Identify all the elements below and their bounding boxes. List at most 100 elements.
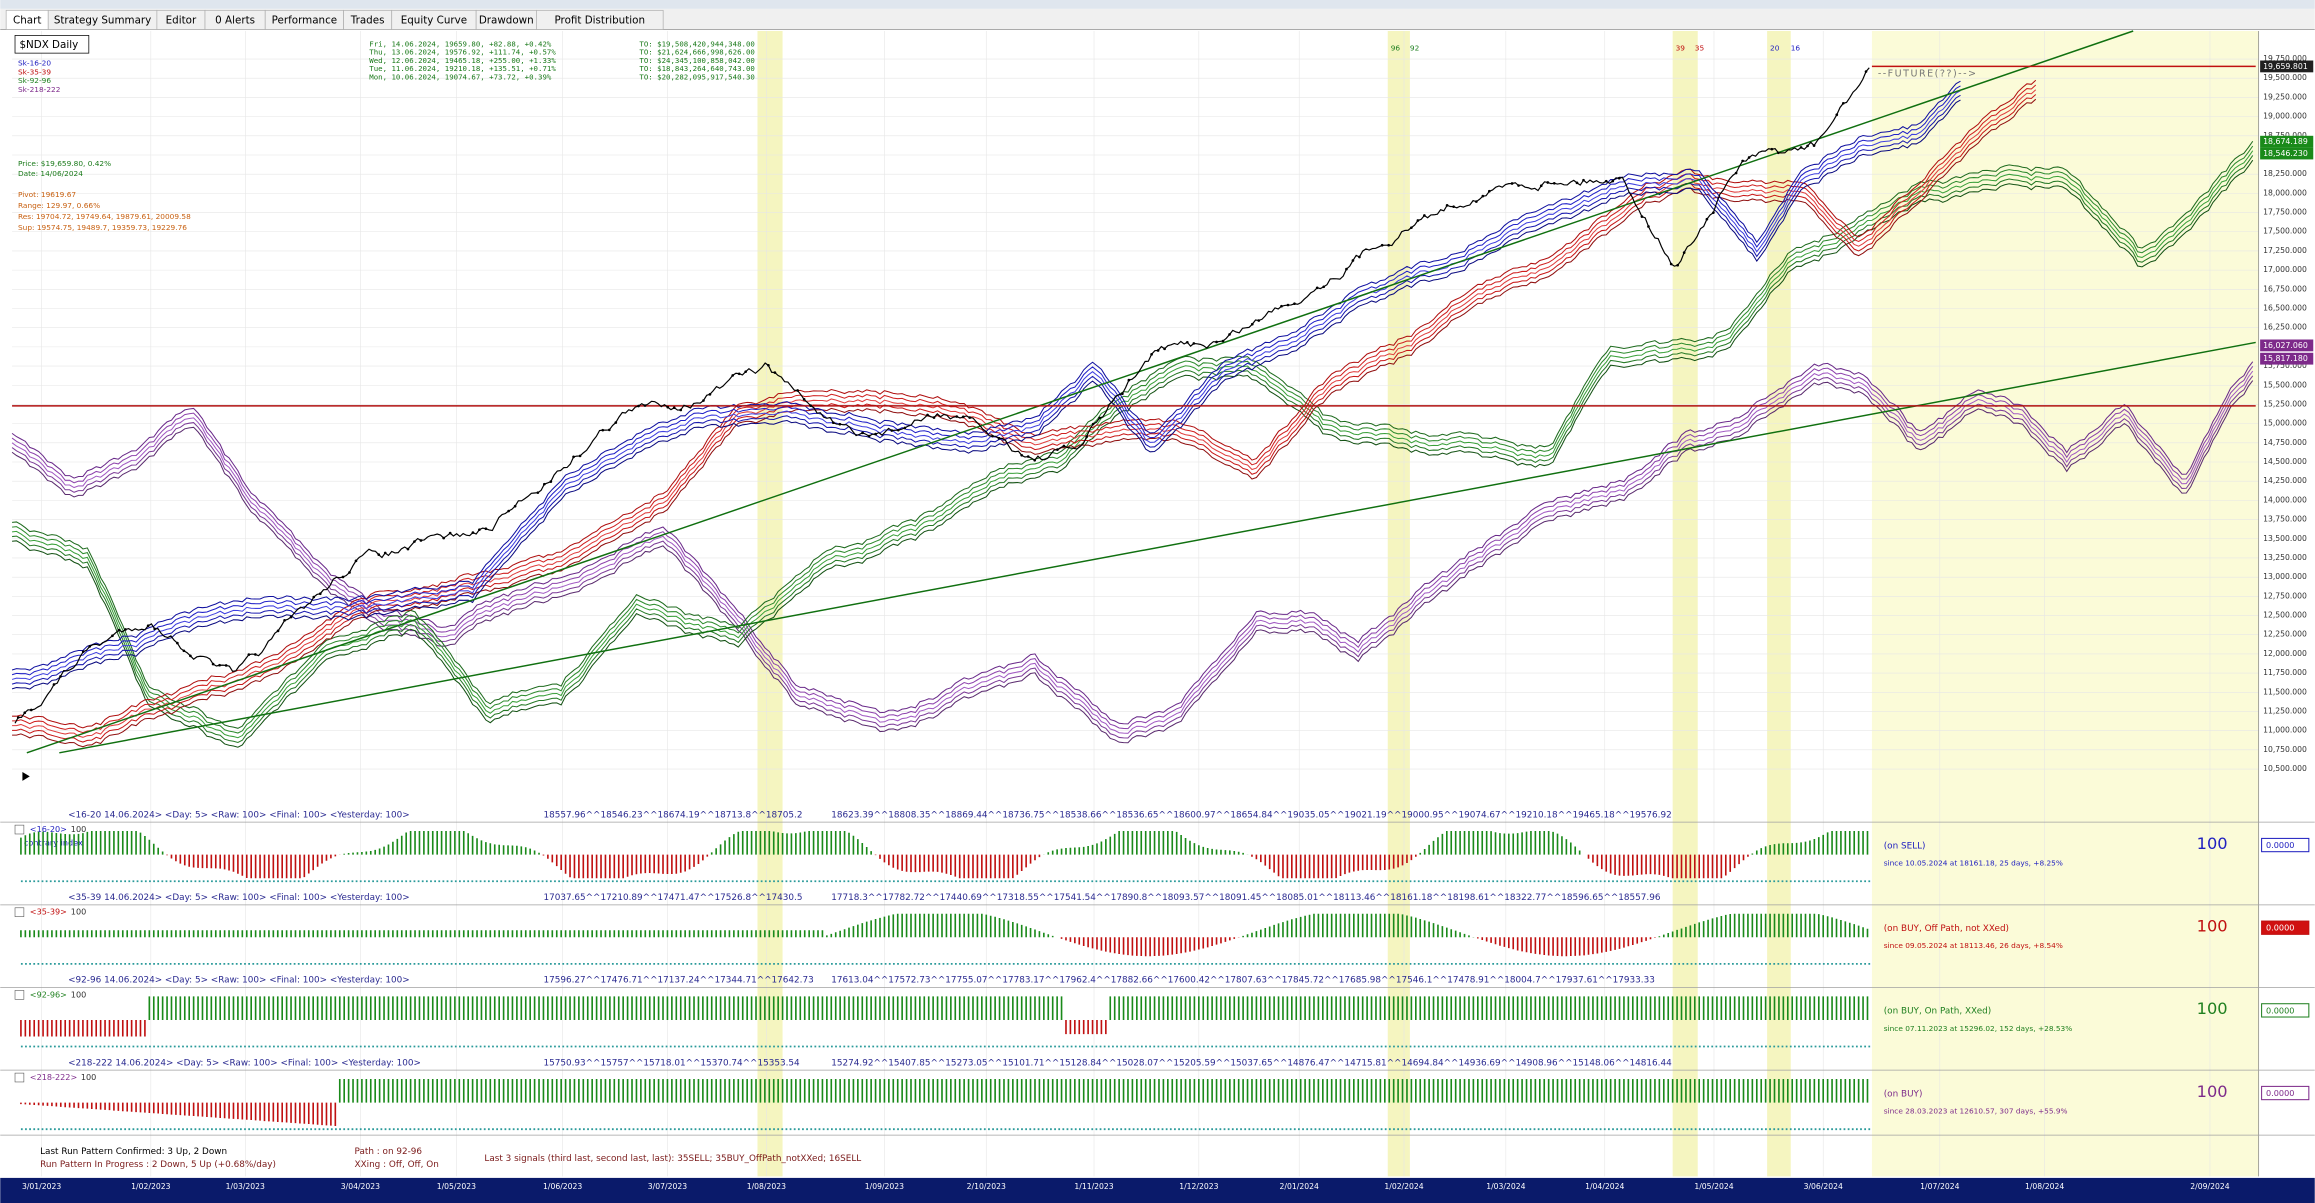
date-label: 2/01/2024 — [1280, 1182, 1319, 1191]
y-axis-label: 12,750.000 — [2263, 591, 2307, 600]
signal-marker: 35 — [1695, 44, 1705, 53]
since: since 10.05.2024 at 18161.18, 25 days, +… — [1884, 859, 2063, 868]
y-axis-label: 14,250.000 — [2263, 476, 2307, 485]
overlay: $NDX Daily Sk-16-20Sk-35-39Sk-92-96Sk-218… — [0, 35, 2315, 1203]
tab-label[interactable]: Drawdown — [479, 14, 534, 26]
y-axis-label: 13,500.000 — [2263, 534, 2307, 543]
value-box — [2261, 1085, 2310, 1101]
collapse-button[interactable] — [14, 907, 25, 917]
value-box-label: 0.0000 — [2266, 840, 2294, 850]
score: 100 — [2197, 916, 2228, 935]
tab-label[interactable]: Editor — [166, 14, 197, 26]
panel-header: <218-222 14.06.2024> <Day: 5> <Raw: 100>… — [68, 1058, 421, 1068]
y-axis-label: 14,500.000 — [2263, 457, 2307, 466]
ribbon-16-20 — [11, 90, 1961, 681]
panel-label: <35-39> — [30, 907, 67, 917]
collapse-button[interactable] — [14, 990, 25, 1000]
tab[interactable] — [535, 9, 664, 30]
panel-values: 17037.65^^17210.89^^17471.47^^17526.8^^1… — [543, 893, 802, 903]
date-label: 1/08/2024 — [2025, 1182, 2064, 1191]
highlight-band — [1672, 30, 1698, 1177]
ribbon-16-20 — [11, 99, 1961, 690]
ribbon-16-20 — [11, 85, 1961, 676]
y-axis-label: 11,000.000 — [2263, 726, 2307, 735]
y-axis-label: 17,000.000 — [2263, 265, 2307, 274]
panel-header: <92-96 14.06.2024> <Day: 5> <Raw: 100> <… — [68, 976, 410, 986]
highlight-band — [1767, 30, 1791, 1177]
y-axis-label: 17,250.000 — [2263, 246, 2307, 255]
score: 100 — [2197, 1082, 2228, 1101]
tab-label[interactable]: Performance — [272, 14, 337, 26]
signal-marker: 16 — [1791, 44, 1801, 53]
pivot-info: Range: 129.97, 0.66% — [18, 201, 100, 210]
footer-text: Last Run Pattern Confirmed: 3 Up, 2 Down — [40, 1147, 227, 1157]
status: (on BUY, Off Path, not XXed) — [1884, 924, 2009, 934]
price-tag-label: 15,817.180 — [2263, 354, 2308, 363]
panel-label: <92-96> — [30, 989, 67, 999]
tab-label[interactable]: Trades — [350, 14, 385, 26]
histogram-down — [166, 854, 1749, 879]
play-icon — [22, 771, 30, 781]
price-tag — [2260, 352, 2314, 365]
tab-label[interactable]: Chart — [13, 14, 41, 26]
score: 100 — [2197, 999, 2228, 1018]
date-axis — [0, 1177, 2315, 1203]
date-label: 1/12/2023 — [1179, 1182, 1218, 1191]
quote-line: Thu, 13.06.2024, 19576.92, +111.74, +0.5… — [369, 48, 556, 57]
date-label: 3/04/2023 — [341, 1182, 380, 1191]
panel-values: 15274.92^^15407.85^^15273.05^^15101.71^^… — [831, 1058, 1672, 1068]
panel-label-value: 100 — [71, 907, 86, 917]
y-axis-label: 14,750.000 — [2263, 438, 2307, 447]
value-box-label: 0.0000 — [2266, 1088, 2294, 1098]
date-label: 2/10/2023 — [967, 1182, 1006, 1191]
histogram-up — [20, 831, 1869, 855]
y-axis-label: 11,250.000 — [2263, 706, 2307, 715]
future-zone — [1871, 30, 2259, 1177]
ribbon-16-20 — [11, 94, 1961, 685]
histogram-down — [1060, 937, 1656, 957]
value-box — [2261, 837, 2310, 853]
date-label: 1/11/2023 — [1074, 1182, 1113, 1191]
price-tag-label: 18,546.230 — [2263, 149, 2308, 158]
price-tag — [2260, 135, 2314, 148]
panel-values: 17596.27^^17476.71^^17137.24^^17344.71^^… — [543, 976, 813, 986]
collapse-button[interactable] — [14, 824, 25, 835]
tab-label[interactable]: Profit Distribution — [555, 14, 645, 26]
collapse-button[interactable] — [14, 1072, 25, 1083]
y-axis-label: 12,000.000 — [2263, 649, 2307, 658]
panel-values: 15750.93^^15757^^15718.01^^15370.74^^153… — [543, 1058, 800, 1068]
quote-line: Tue, 11.06.2024, 19210.18, +135.51, +0.7… — [369, 64, 556, 73]
price-info: Date: 14/06/2024 — [18, 169, 83, 178]
y-axis-label: 17,500.000 — [2263, 227, 2307, 236]
price-line — [14, 67, 1870, 724]
date-label: 2/09/2024 — [2190, 1182, 2229, 1191]
turnover: TO: $21,624,666,998,626.00 — [639, 48, 754, 57]
date-label: 1/02/2024 — [1384, 1182, 1423, 1191]
turnover: TO: $20,282,095,917,540.30 — [639, 72, 754, 81]
trend-line — [59, 341, 2256, 754]
pivot-info: Pivot: 19619.67 — [18, 190, 76, 199]
signal-marker: 20 — [1770, 44, 1780, 53]
tab-label[interactable]: 0 Alerts — [215, 14, 255, 26]
date-label: 1/04/2024 — [1585, 1182, 1624, 1191]
tab-label[interactable]: Strategy Summary — [54, 14, 151, 26]
value-box — [2261, 920, 2310, 935]
panel-values: 17718.3^^17782.72^^17440.69^^17318.55^^1… — [831, 893, 1661, 903]
date-label: 1/09/2023 — [865, 1182, 904, 1191]
date-label: 1/03/2023 — [226, 1182, 265, 1191]
panel-values: 18557.96^^18546.23^^18674.19^^18713.8^^1… — [543, 810, 802, 820]
footer-text: Path : on 92-96 — [355, 1147, 423, 1157]
footer-text: Last 3 signals (third last, second last,… — [484, 1154, 861, 1164]
future-label: --FUTURE(??)--> — [1878, 68, 1978, 79]
y-axis-label: 15,500.000 — [2263, 380, 2307, 389]
date-label: 1/08/2023 — [747, 1182, 786, 1191]
window-top — [0, 0, 2315, 9]
panel-label: <218-222> — [30, 1072, 77, 1082]
price-tag — [2260, 339, 2314, 352]
price-tag-label: 18,674.189 — [2263, 137, 2308, 146]
pivot-info: Sup: 19574.75, 19489.7, 19359.73, 19229.… — [18, 223, 187, 232]
footer-text: XXing : Off, Off, On — [355, 1160, 439, 1170]
panel-label-value: 100 — [81, 1072, 96, 1082]
tab-label[interactable]: Equity Curve — [401, 14, 467, 26]
